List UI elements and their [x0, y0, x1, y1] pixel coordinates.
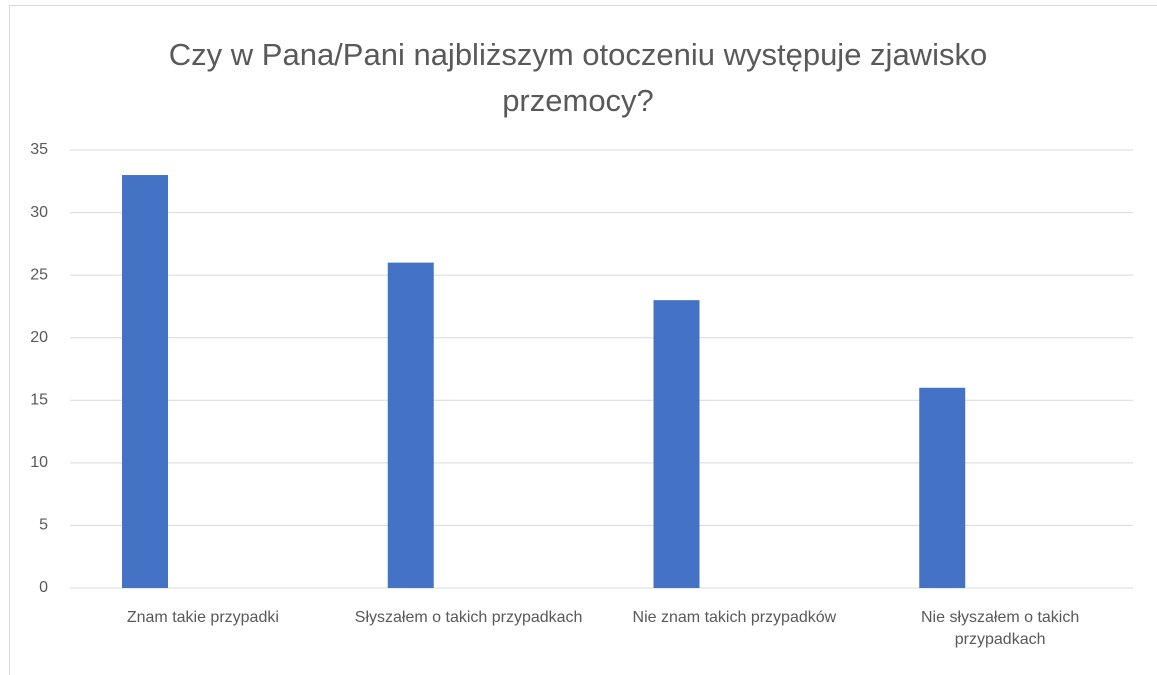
- y-tick-label: 0: [39, 579, 48, 596]
- y-tick-label: 5: [39, 517, 48, 534]
- bar: [653, 300, 700, 588]
- x-tick-label: Nie słyszałem o takich przypadkach: [920, 609, 1080, 648]
- bar: [122, 175, 168, 588]
- y-tick-label: 30: [30, 204, 48, 221]
- y-tick-label: 35: [30, 141, 48, 158]
- y-tick-label: 10: [30, 454, 48, 471]
- x-tick-label: Słyszałem o takich przypadkach: [354, 609, 583, 626]
- y-tick-label: 15: [30, 392, 48, 409]
- chart-title: Czy w Pana/Pani najbliższym otoczeniu wy…: [168, 37, 988, 118]
- y-tick-label: 25: [30, 266, 48, 283]
- x-tick-label: Znam takie przypadki: [126, 609, 279, 626]
- bar: [387, 262, 434, 588]
- x-tick-label: Nie znam takich przypadków: [632, 609, 837, 626]
- y-tick-label: 20: [30, 329, 48, 346]
- bar: [919, 387, 966, 588]
- chart-border: [9, 5, 1157, 675]
